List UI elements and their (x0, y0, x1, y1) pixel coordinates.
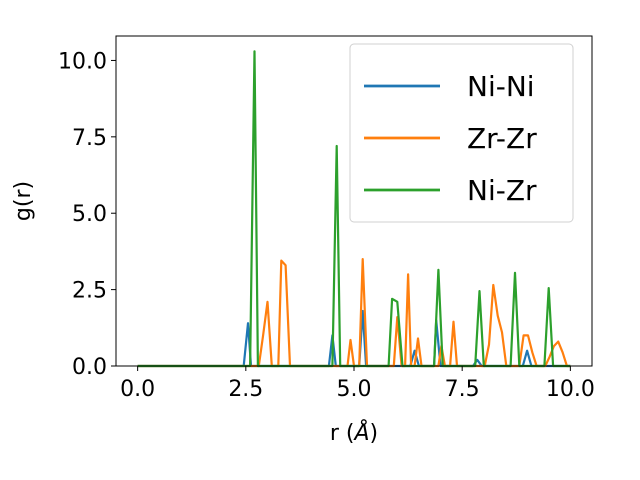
y-tick-label: 7.5 (72, 126, 107, 151)
legend: Ni-Ni Zr-Zr Ni-Zr (349, 43, 574, 223)
x-tick-label: 7.5 (445, 377, 480, 402)
y-axis-label: g(r) (11, 181, 36, 221)
x-tick-label: 5.0 (337, 377, 372, 402)
x-axis: 0.0 2.5 5.0 7.5 10.0 (120, 366, 595, 402)
y-tick-label: 5.0 (72, 202, 107, 227)
x-axis-label-unit: Å (352, 419, 369, 446)
x-tick-label: 2.5 (228, 377, 263, 402)
legend-entries: Ni-Ni Zr-Zr Ni-Zr (364, 70, 537, 207)
x-tick-label: 0.0 (120, 377, 155, 402)
y-tick-label: 2.5 (72, 279, 107, 304)
x-axis-label: r (Å) (330, 419, 378, 446)
y-tick-label: 10.0 (58, 49, 107, 74)
legend-label: Zr-Zr (467, 122, 537, 155)
x-axis-label-prefix: r ( (330, 421, 355, 446)
x-tick-label: 10.0 (546, 377, 595, 402)
legend-box (349, 43, 574, 223)
x-axis-label-suffix: ) (370, 421, 379, 446)
y-axis: 0.0 2.5 5.0 7.5 10.0 (58, 49, 116, 380)
legend-label: Ni-Zr (467, 174, 537, 207)
y-tick-label: 0.0 (72, 355, 107, 380)
legend-label: Ni-Ni (467, 70, 535, 103)
